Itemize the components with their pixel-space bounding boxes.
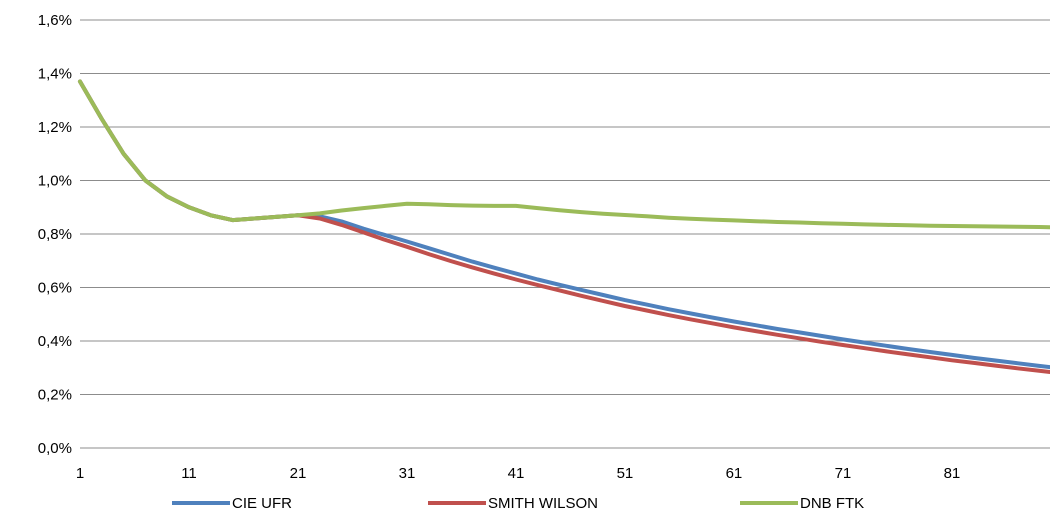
series-lines [78, 79, 1050, 374]
x-tick-label: 71 [835, 465, 852, 482]
y-tick-label: 1,6% [38, 12, 72, 29]
x-tick-label: 51 [617, 465, 634, 482]
y-tick-label: 0,2% [38, 387, 72, 404]
y-tick-label: 0,0% [38, 440, 72, 457]
y-tick-label: 1,0% [38, 173, 72, 190]
y-tick-label: 1,4% [38, 66, 72, 83]
y-tick-label: 0,6% [38, 280, 72, 297]
x-tick-label: 11 [181, 465, 197, 482]
x-tick-label: 81 [944, 465, 961, 482]
x-tick-label: 1 [76, 465, 84, 482]
y-tick-label: 0,8% [38, 226, 72, 243]
x-tick-label: 31 [399, 465, 416, 482]
x-tick-label: 41 [508, 465, 525, 482]
x-tick-label: 61 [726, 465, 743, 482]
legend: CIE UFR SMITH WILSON DNB FTK [172, 495, 864, 512]
y-axis-tick-labels: 0,0% 0,2% 0,4% 0,6% 0,8% 1,0% 1,2% 1,4% 1,6% [38, 12, 72, 457]
gridlines [80, 19, 1050, 449]
legend-label: SMITH WILSON [488, 495, 598, 512]
series-line-dnb-ftk [78, 79, 1050, 230]
legend-label: CIE UFR [232, 495, 292, 512]
y-tick-label: 1,2% [38, 119, 72, 136]
y-tick-label: 0,4% [38, 333, 72, 350]
x-tick-label: 21 [290, 465, 307, 482]
legend-label: DNB FTK [800, 495, 864, 512]
x-axis-tick-labels: 1 11 21 31 41 51 61 71 81 [76, 465, 960, 482]
